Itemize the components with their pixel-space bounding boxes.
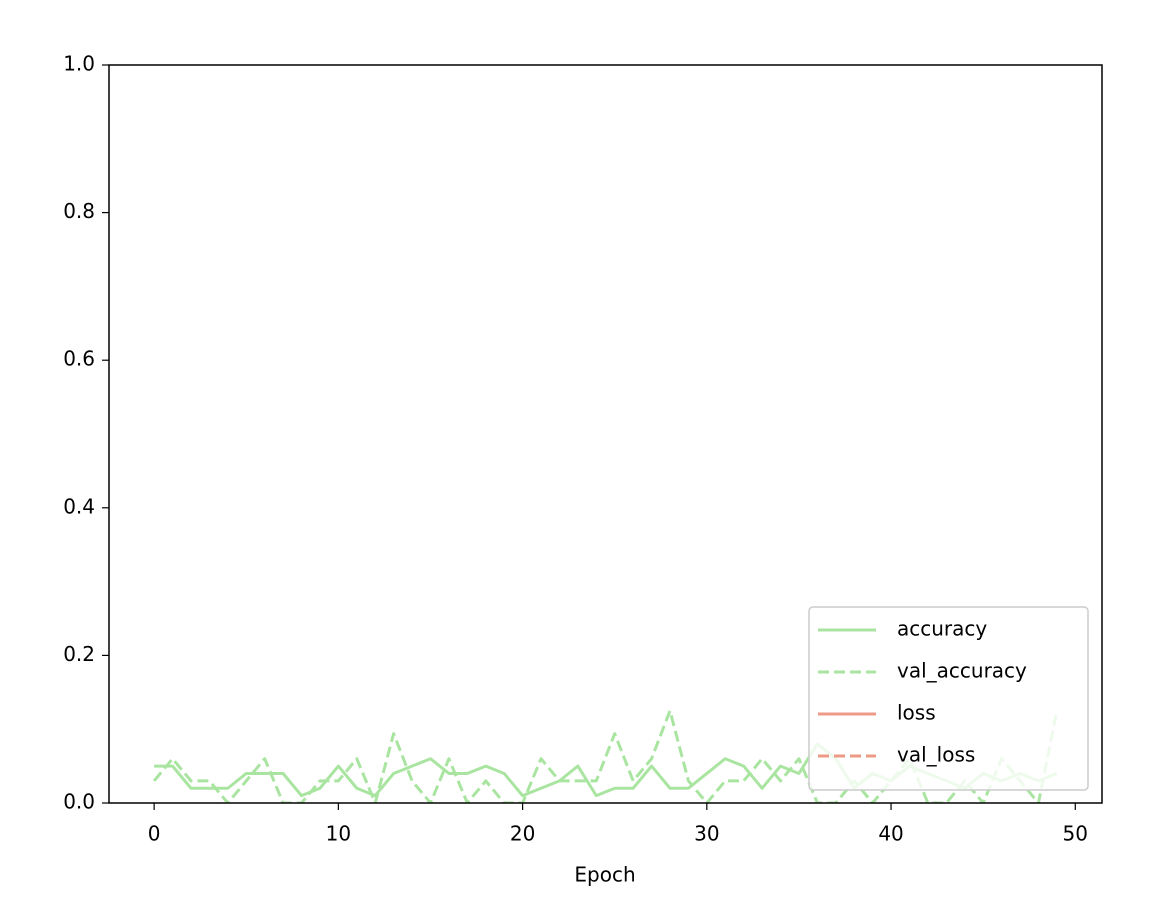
y-tick-label: 0.0: [63, 790, 95, 814]
y-tick-label: 0.8: [63, 199, 95, 223]
y-tick-label: 0.4: [63, 494, 95, 518]
x-tick-label: 20: [510, 822, 535, 846]
y-tick-label: 0.2: [63, 642, 95, 666]
x-axis-label: Epoch: [574, 863, 635, 887]
x-tick-label: 30: [694, 822, 719, 846]
legend-label: loss: [897, 701, 936, 725]
x-tick-label: 0: [148, 822, 161, 846]
plot-frame: [108, 64, 1103, 804]
legend-label: val_accuracy: [897, 659, 1027, 683]
y-tick-label: 1.0: [63, 52, 95, 76]
legend-label: val_loss: [897, 743, 975, 767]
x-tick-label: 40: [878, 822, 903, 846]
x-tick-label: 10: [326, 822, 351, 846]
legend-box: [808, 606, 1089, 791]
x-tick-label: 50: [1063, 822, 1088, 846]
legend-label: accuracy: [897, 617, 987, 641]
y-tick-label: 0.6: [63, 347, 95, 371]
